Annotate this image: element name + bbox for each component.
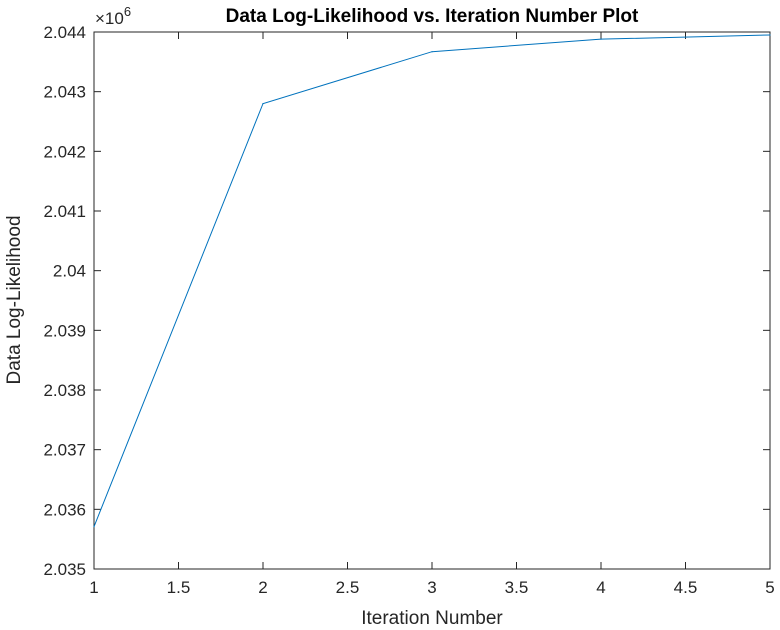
y-tick-label: 2.038 [43,381,86,400]
x-tick-label: 4.5 [674,578,698,597]
y-tick-label: 2.044 [43,23,86,42]
y-tick-label: 2.04 [53,262,86,281]
data-point [600,38,602,40]
y-tick-label: 2.042 [43,142,86,161]
x-tick-label: 1 [89,578,98,597]
y-axis-label: Data Log-Likelihood [4,215,25,384]
y-tick-label: 2.039 [43,321,86,340]
data-point [262,103,264,105]
x-tick-label: 2.5 [336,578,360,597]
data-point [431,51,433,53]
x-tick-label: 4 [596,578,605,597]
y-multiplier: ×106 [95,4,131,28]
y-tick-label: 2.035 [43,560,86,579]
y-tick-label: 2.036 [43,500,86,519]
x-tick-label: 2 [258,578,267,597]
series-layer [93,34,771,528]
x-tick-label: 3.5 [505,578,529,597]
data-point [93,526,95,528]
y-axis: 2.035 2.036 2.037 2.038 2.039 2.04 2.041 2.042 2… [43,23,770,579]
y-multiplier-base: ×10 [95,9,124,28]
plot-area [93,31,771,570]
svg-text:×106: ×106 [95,4,131,28]
y-multiplier-exponent: 6 [124,4,131,19]
chart-title: Data Log-Likelihood vs. Iteration Number… [226,6,639,27]
x-tick-label: 5 [765,578,774,597]
x-tick-label: 3 [427,578,436,597]
x-axis-label: Iteration Number [361,608,503,629]
y-tick-label: 2.037 [43,441,86,460]
x-axis: 1 1.5 2 2.5 3 3.5 4 4.5 5 [89,32,775,597]
y-tick-label: 2.041 [43,202,86,221]
data-point [769,34,771,36]
x-tick-label: 1.5 [167,578,191,597]
y-tick-label: 2.043 [43,83,86,102]
